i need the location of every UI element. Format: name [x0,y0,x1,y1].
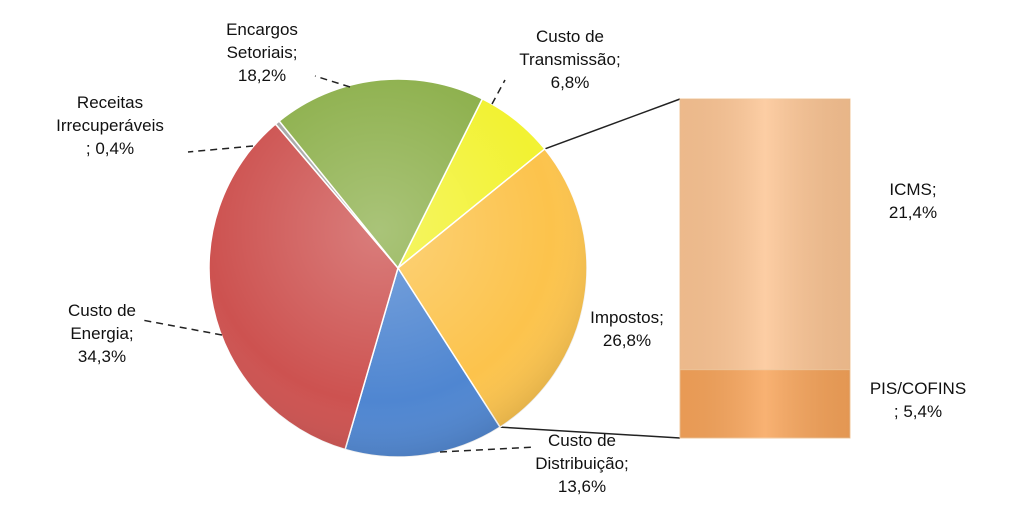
data-label-pis: PIS/COFINS; 5,4% [870,379,966,421]
bar-segment-shading [680,99,850,370]
leader-line-encargos [314,75,351,88]
data-label-encargos: Encargos Setoriais; 18,2% [226,20,298,85]
connector-line-top [544,98,681,150]
data-label-icms: ICMS; 21,4% [889,180,937,222]
leader-line-energia [141,319,223,336]
data-label-energia: Custo de Energia; 34,3% [68,301,136,366]
leader-line-transmissao [491,79,506,105]
leader-line-receitas [187,145,254,153]
data-label-transmissao: Custo de Transmissão; 6,8% [519,27,620,92]
data-label-impostos: Impostos; 26,8% [590,308,664,350]
leader-line-distribuicao [439,446,536,453]
bar-segment-shading [680,369,850,438]
data-label-distribuicao: Custo de Distribuição; 13,6% [535,431,629,496]
data-label-receitas: Receitas Irrecuperáveis; 0,4% [56,93,164,158]
